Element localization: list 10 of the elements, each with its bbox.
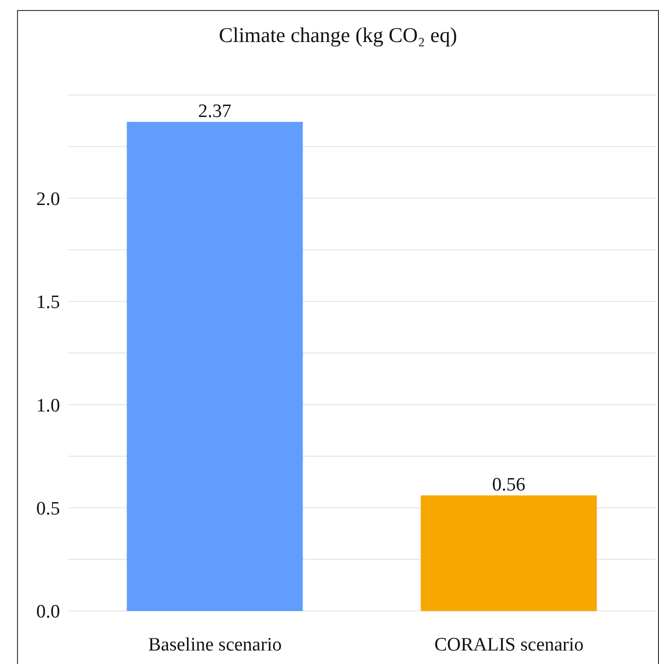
- data-label: 0.56: [492, 474, 526, 496]
- y-tick-label: 2.0: [36, 188, 60, 210]
- chart-title: Climate change (kg CO₂ eq): [218, 23, 458, 48]
- y-tick-label: 1.0: [36, 395, 60, 416]
- data-label: 2.37: [198, 100, 232, 122]
- y-tick-label: 1.5: [36, 292, 60, 314]
- x-tick-label: Baseline scenario: [148, 634, 282, 656]
- y-tick-label: 0.0: [36, 602, 60, 623]
- x-tick-label: CORALIS scenario: [434, 634, 584, 656]
- y-tick-label: 0.5: [36, 498, 60, 520]
